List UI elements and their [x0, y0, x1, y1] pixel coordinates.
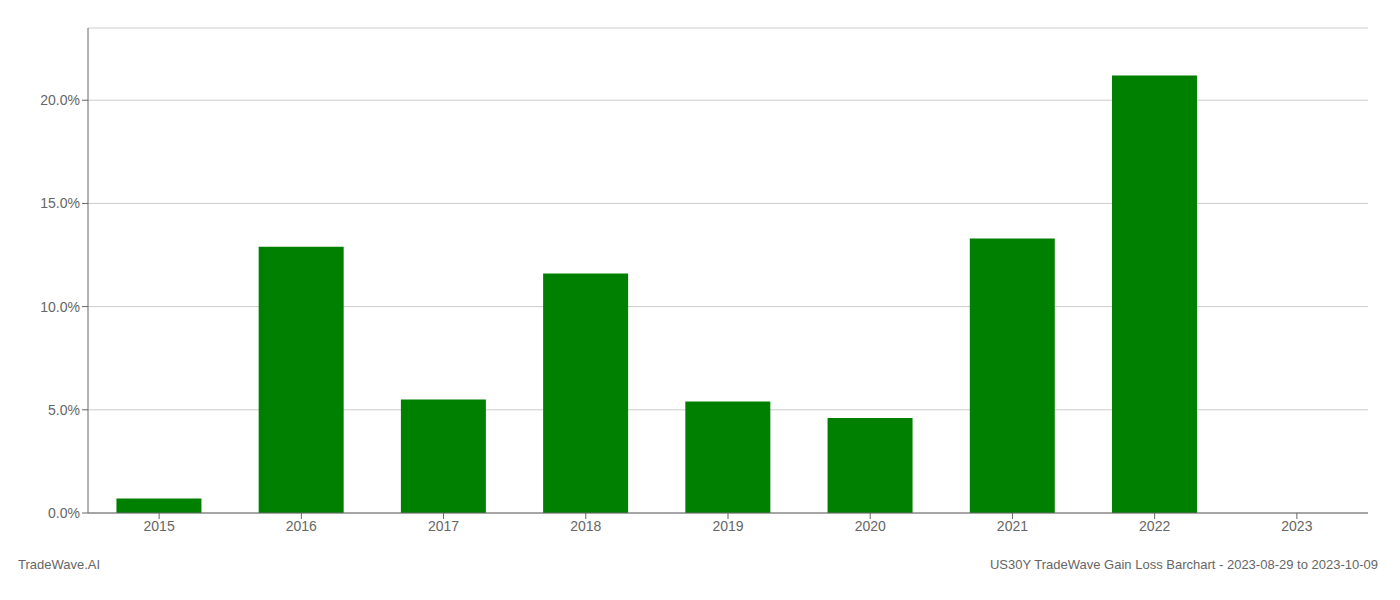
svg-text:0.0%: 0.0% [48, 505, 80, 521]
svg-text:2017: 2017 [428, 518, 459, 534]
svg-text:2021: 2021 [997, 518, 1028, 534]
svg-text:2022: 2022 [1139, 518, 1170, 534]
svg-text:2023: 2023 [1281, 518, 1312, 534]
svg-text:2020: 2020 [855, 518, 886, 534]
svg-text:2019: 2019 [712, 518, 743, 534]
svg-text:15.0%: 15.0% [40, 195, 80, 211]
svg-text:10.0%: 10.0% [40, 299, 80, 315]
html-text:US30Y TradeWave Gain Loss Barc: US30Y TradeWave Gain Loss Barchart - 202… [989, 557, 1378, 572]
svg-text:20.0%: 20.0% [40, 92, 80, 108]
svg-text:2016: 2016 [286, 518, 317, 534]
svg-text:5.0%: 5.0% [48, 402, 80, 418]
svg-text:2018: 2018 [570, 518, 601, 534]
html-text:TradeWave.AI: TradeWave.AI [18, 557, 101, 572]
svg-text:2015: 2015 [144, 518, 175, 534]
